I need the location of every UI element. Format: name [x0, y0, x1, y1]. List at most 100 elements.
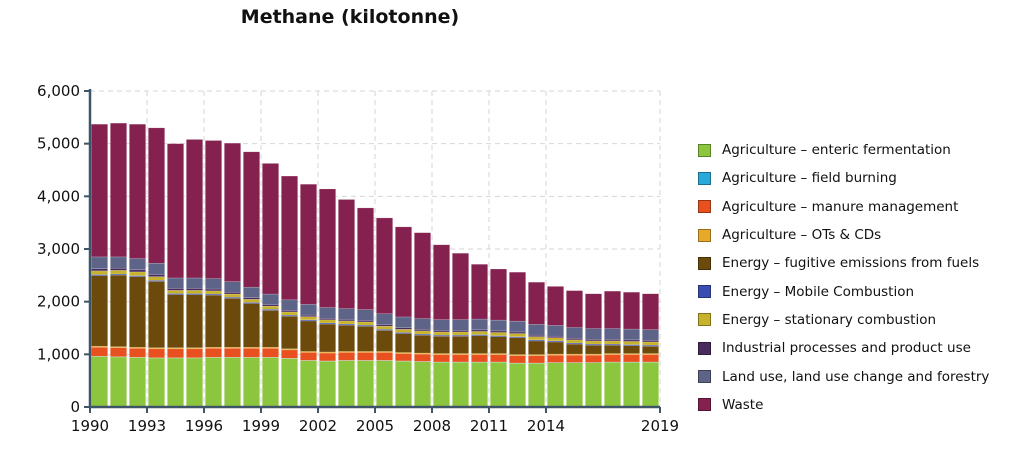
bar-segment	[357, 309, 374, 321]
bar-segment	[395, 316, 412, 328]
bar-segment	[357, 321, 374, 326]
bar-segment	[300, 304, 317, 316]
bar-segment	[471, 361, 488, 408]
bar-segment	[110, 347, 127, 357]
bar-segment	[509, 363, 526, 408]
bar-segment	[300, 352, 317, 361]
bar-segment	[148, 276, 165, 281]
bar-segment	[642, 354, 659, 363]
legend-item[interactable]: Land use, land use change and forestry	[698, 362, 989, 390]
bar-segment	[281, 358, 298, 408]
bar-segment	[148, 357, 165, 408]
bar-segment	[414, 232, 431, 319]
bar-segment	[509, 333, 526, 337]
bar-segment	[490, 332, 507, 336]
legend-label: Energy – Mobile Combustion	[722, 283, 915, 300]
bar-segment	[110, 270, 127, 275]
bar-segment	[528, 354, 545, 356]
bar-segment	[243, 286, 260, 298]
x-tick-label: 2002	[299, 417, 337, 435]
bar-segment	[167, 348, 184, 359]
bar-segment	[547, 341, 564, 355]
bar-segment	[490, 354, 507, 363]
x-tick-label: 2014	[527, 417, 565, 435]
bar-segment	[471, 354, 488, 363]
legend-label: Industrial processes and product use	[722, 340, 971, 357]
bar-segment	[224, 281, 241, 293]
legend-item[interactable]: Waste	[698, 391, 989, 419]
bar-segment	[528, 336, 545, 341]
legend-label: Land use, land use change and forestry	[722, 368, 990, 385]
bar-segment	[224, 291, 241, 295]
bar-segment	[376, 330, 393, 352]
bar-segment	[547, 337, 564, 342]
bar-segment	[224, 297, 241, 348]
bar-segment	[642, 345, 659, 354]
bar-segment	[110, 274, 127, 347]
legend-item[interactable]: Industrial processes and product use	[698, 334, 989, 362]
bar-segment	[509, 337, 526, 355]
bar-segment	[224, 348, 241, 358]
bar-segment	[376, 352, 393, 361]
bar-segment	[319, 319, 336, 324]
y-tick-label: 3,000	[37, 240, 80, 258]
bar-segment	[585, 328, 602, 340]
legend-item[interactable]: Energy – stationary combustion	[698, 306, 989, 334]
bar-segment	[205, 294, 222, 348]
bar-segment	[376, 313, 393, 325]
bar-segment	[319, 307, 336, 319]
x-tick-label: 2005	[356, 417, 394, 435]
legend-item[interactable]: Agriculture – manure management	[698, 193, 989, 221]
bar-segment	[91, 275, 108, 347]
bar-segment	[129, 258, 146, 271]
bar-segment	[110, 122, 127, 258]
bar-segment	[547, 286, 564, 326]
bar-segment	[623, 341, 640, 345]
bar-segment	[300, 320, 317, 352]
bar-segment	[414, 334, 431, 354]
bar-segment	[566, 343, 583, 355]
bar-segment	[490, 361, 507, 408]
bar-segment	[604, 328, 621, 340]
y-tick-label: 5,000	[37, 135, 80, 153]
bar-segment	[167, 294, 184, 349]
bar-segment	[281, 299, 298, 311]
legend-label: Agriculture – enteric fermentation	[722, 142, 951, 159]
bar-segment	[319, 360, 336, 408]
legend-swatch	[698, 398, 711, 412]
y-tick-label: 1,000	[37, 345, 80, 363]
x-tick-label: 1996	[185, 417, 223, 435]
bar-segment	[300, 360, 317, 408]
x-tick-label: 2019	[641, 417, 679, 435]
bar-segment	[281, 315, 298, 350]
bar-segment	[433, 354, 450, 363]
bar-segment	[623, 345, 640, 354]
bar-segment	[243, 348, 260, 358]
bar-segment	[186, 139, 203, 279]
bar-segment	[338, 324, 355, 352]
bar-segment	[566, 354, 583, 363]
legend-item[interactable]: Energy – fugitive emissions from fuels	[698, 249, 989, 277]
bar-segment	[167, 277, 184, 289]
bar-segment	[110, 256, 127, 269]
legend-item[interactable]: Agriculture – OTs & CDs	[698, 221, 989, 249]
legend-swatch	[698, 200, 711, 214]
legend-item[interactable]: Energy – Mobile Combustion	[698, 277, 989, 305]
x-tick-labels: 1990 1993 1996 1999 2002 2005 2008 2011 2014 2019	[71, 417, 679, 435]
bar-segment	[395, 353, 412, 362]
bar-segment	[414, 329, 431, 332]
bar-segment	[357, 207, 374, 310]
bar-segment	[129, 276, 146, 348]
legend-item[interactable]: Agriculture – field burning	[698, 164, 989, 192]
bar-segment	[205, 290, 222, 295]
bar-segment	[205, 357, 222, 408]
bar-segment	[186, 357, 203, 408]
bar-segment	[319, 188, 336, 308]
legend-item[interactable]: Agriculture – enteric fermentation	[698, 136, 989, 164]
bar-segment	[528, 355, 545, 364]
bar-segment	[262, 310, 279, 348]
bar-segment	[224, 142, 241, 282]
bar-segment	[528, 340, 545, 355]
bar-segment	[376, 217, 393, 315]
bar-segment	[243, 151, 260, 288]
